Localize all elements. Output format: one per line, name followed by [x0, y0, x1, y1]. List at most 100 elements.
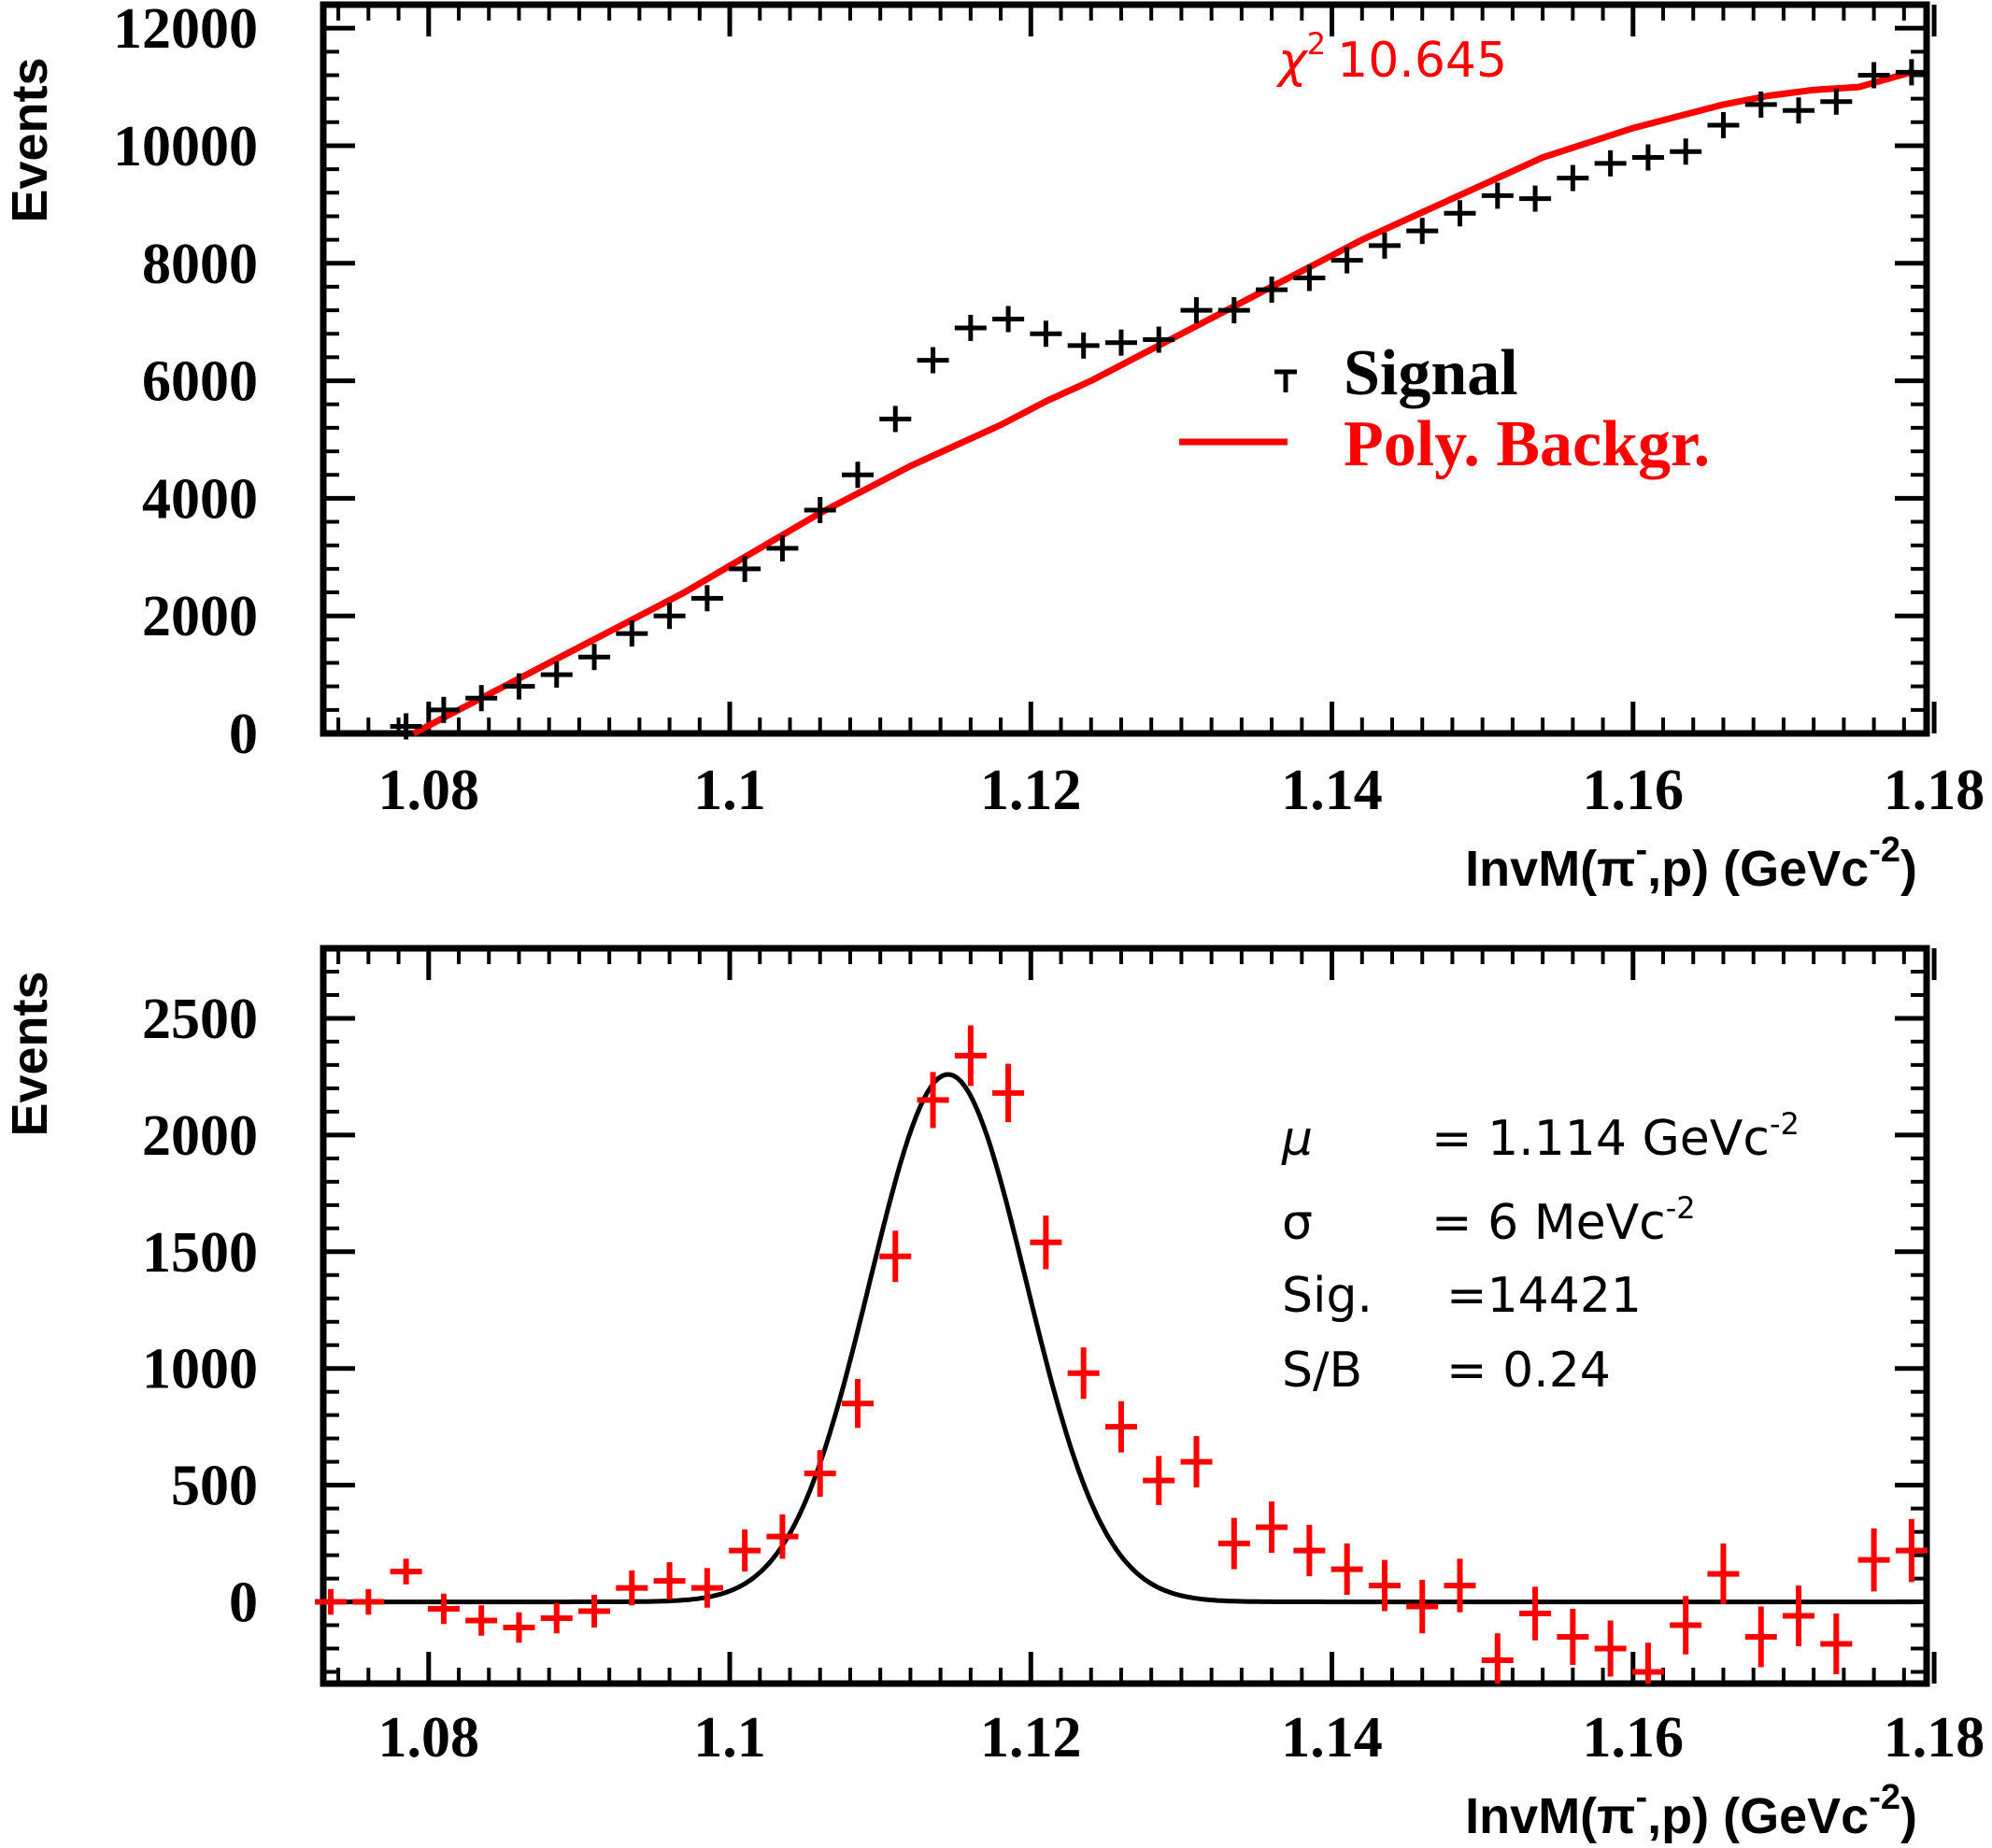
subtracted-point: [1293, 1525, 1326, 1577]
signal-point: [1030, 320, 1062, 348]
signal-point: [1217, 297, 1250, 324]
legend-signal-marker: [1274, 369, 1297, 392]
fit-signal-label: Sig.: [1282, 1268, 1373, 1324]
subtracted-point: [315, 1588, 348, 1615]
subtracted-point: [1368, 1559, 1401, 1612]
bottom-x-axis-title: InvM(π-,p) (GeVc-2): [1465, 1778, 1917, 1844]
signal-point: [1368, 232, 1401, 259]
signal-point: [1143, 326, 1175, 353]
signal-point: [1330, 247, 1363, 274]
subtracted-point: [503, 1612, 535, 1643]
signal-point: [578, 644, 611, 671]
x-tick-label: 1.1: [693, 1706, 766, 1770]
signal-point: [503, 673, 535, 700]
subtracted-point: [1519, 1586, 1552, 1641]
signal-point: [616, 620, 648, 647]
y-tick-label: 8000: [142, 233, 258, 296]
top-y-tick-labels: 0 2000 4000 6000 8000 10000 12000: [113, 0, 258, 766]
chi2-annotation: χ2 10.645: [1275, 26, 1507, 89]
subtracted-point: [766, 1514, 799, 1559]
signal-point: [1895, 59, 1928, 86]
signal-point: [879, 405, 912, 433]
x-tick-label: 1.18: [1884, 759, 1985, 822]
signal-point: [1067, 332, 1100, 359]
subtracted-point: [1330, 1543, 1363, 1596]
legend-signal-label: Signal: [1344, 337, 1518, 409]
x-tick-label: 1.14: [1281, 759, 1383, 822]
fit-mean-label: μ: [1281, 1111, 1313, 1167]
fit-sigma-value: = 6 MeVc-2: [1431, 1190, 1696, 1251]
fit-signal-value: =14421: [1446, 1268, 1642, 1324]
subtracted-point: [352, 1588, 385, 1615]
subtracted-point: [879, 1230, 912, 1283]
subtracted-point: [465, 1605, 498, 1636]
signal-point: [1820, 88, 1853, 115]
subtracted-point: [1180, 1436, 1213, 1488]
signal-point: [1293, 264, 1326, 291]
subtracted-point: [1820, 1613, 1853, 1675]
signal-point: [729, 555, 761, 582]
bottom-y-tick-labels: 0 500 1000 1500 2000 2500: [142, 988, 258, 1635]
subtracted-point: [1444, 1558, 1476, 1613]
signal-point: [1631, 144, 1664, 171]
bottom-x-tick-labels: 1.08 1.1 1.12 1.14 1.16 1.18: [378, 1706, 1985, 1770]
signal-point: [1481, 182, 1514, 209]
subtracted-point: [1217, 1517, 1250, 1570]
signal-point: [992, 306, 1025, 333]
signal-point: [766, 534, 799, 562]
y-tick-label: 1500: [142, 1221, 258, 1285]
bottom-ticks: [323, 946, 1937, 1684]
legend-background-label: Poly. Backgr.: [1344, 408, 1710, 480]
signal-point: [390, 713, 422, 740]
y-tick-label: 500: [171, 1455, 258, 1518]
signal-point: [1670, 138, 1702, 165]
signal-point: [1180, 297, 1213, 324]
x-tick-label: 1.1: [693, 759, 766, 822]
top-x-axis-title: InvM(π-,p) (GeVc-2): [1465, 831, 1917, 897]
subtracted-point: [1857, 1528, 1890, 1592]
y-tick-label: 4000: [142, 467, 258, 531]
signal-point: [653, 603, 686, 630]
signal-point: [690, 585, 723, 612]
subtracted-point: [1143, 1456, 1175, 1505]
subtracted-point: [540, 1602, 573, 1634]
fit-sb-label: S/B: [1282, 1343, 1362, 1399]
signal-point: [954, 314, 987, 341]
subtracted-point: [690, 1568, 723, 1608]
y-tick-label: 0: [229, 703, 258, 766]
subtracted-point: [729, 1529, 761, 1572]
subtracted-point: [1481, 1633, 1514, 1684]
signal-point: [842, 462, 874, 489]
top-ticks: [323, 3, 1937, 736]
subtracted-point: [427, 1593, 460, 1625]
signal-point: [1857, 62, 1890, 89]
subtracted-point: [1744, 1606, 1777, 1668]
x-tick-label: 1.08: [378, 759, 480, 822]
subtracted-point: [992, 1063, 1025, 1123]
legend: Signal Poly. Backgr.: [1179, 337, 1710, 480]
bottom-y-axis-title: Events: [2, 971, 58, 1136]
subtracted-point: [804, 1450, 836, 1498]
x-tick-label: 1.16: [1583, 1706, 1685, 1770]
signal-points-layer: [390, 59, 1928, 740]
fit-sigma-label: σ: [1282, 1195, 1313, 1251]
fit-sb-value: = 0.24: [1446, 1343, 1611, 1399]
subtracted-point: [653, 1562, 686, 1600]
x-tick-label: 1.16: [1583, 759, 1685, 822]
y-tick-label: 2500: [142, 988, 258, 1051]
signal-point: [427, 696, 460, 723]
subtracted-point: [390, 1558, 422, 1585]
signal-point: [1707, 111, 1740, 138]
subtracted-point: [954, 1025, 987, 1087]
signal-point: [804, 496, 836, 523]
signal-point: [1594, 149, 1627, 177]
subtracted-point: [1406, 1579, 1439, 1634]
subtracted-point: [1707, 1543, 1740, 1605]
signal-point: [917, 347, 949, 374]
y-tick-label: 12000: [113, 0, 258, 61]
signal-point: [1557, 164, 1589, 192]
signal-point: [465, 685, 498, 712]
fit-results: μ = 1.114 GeVc-2 σ = 6 MeVc-2 Sig. =1442…: [1281, 1106, 1800, 1399]
signal-point: [1256, 277, 1288, 304]
